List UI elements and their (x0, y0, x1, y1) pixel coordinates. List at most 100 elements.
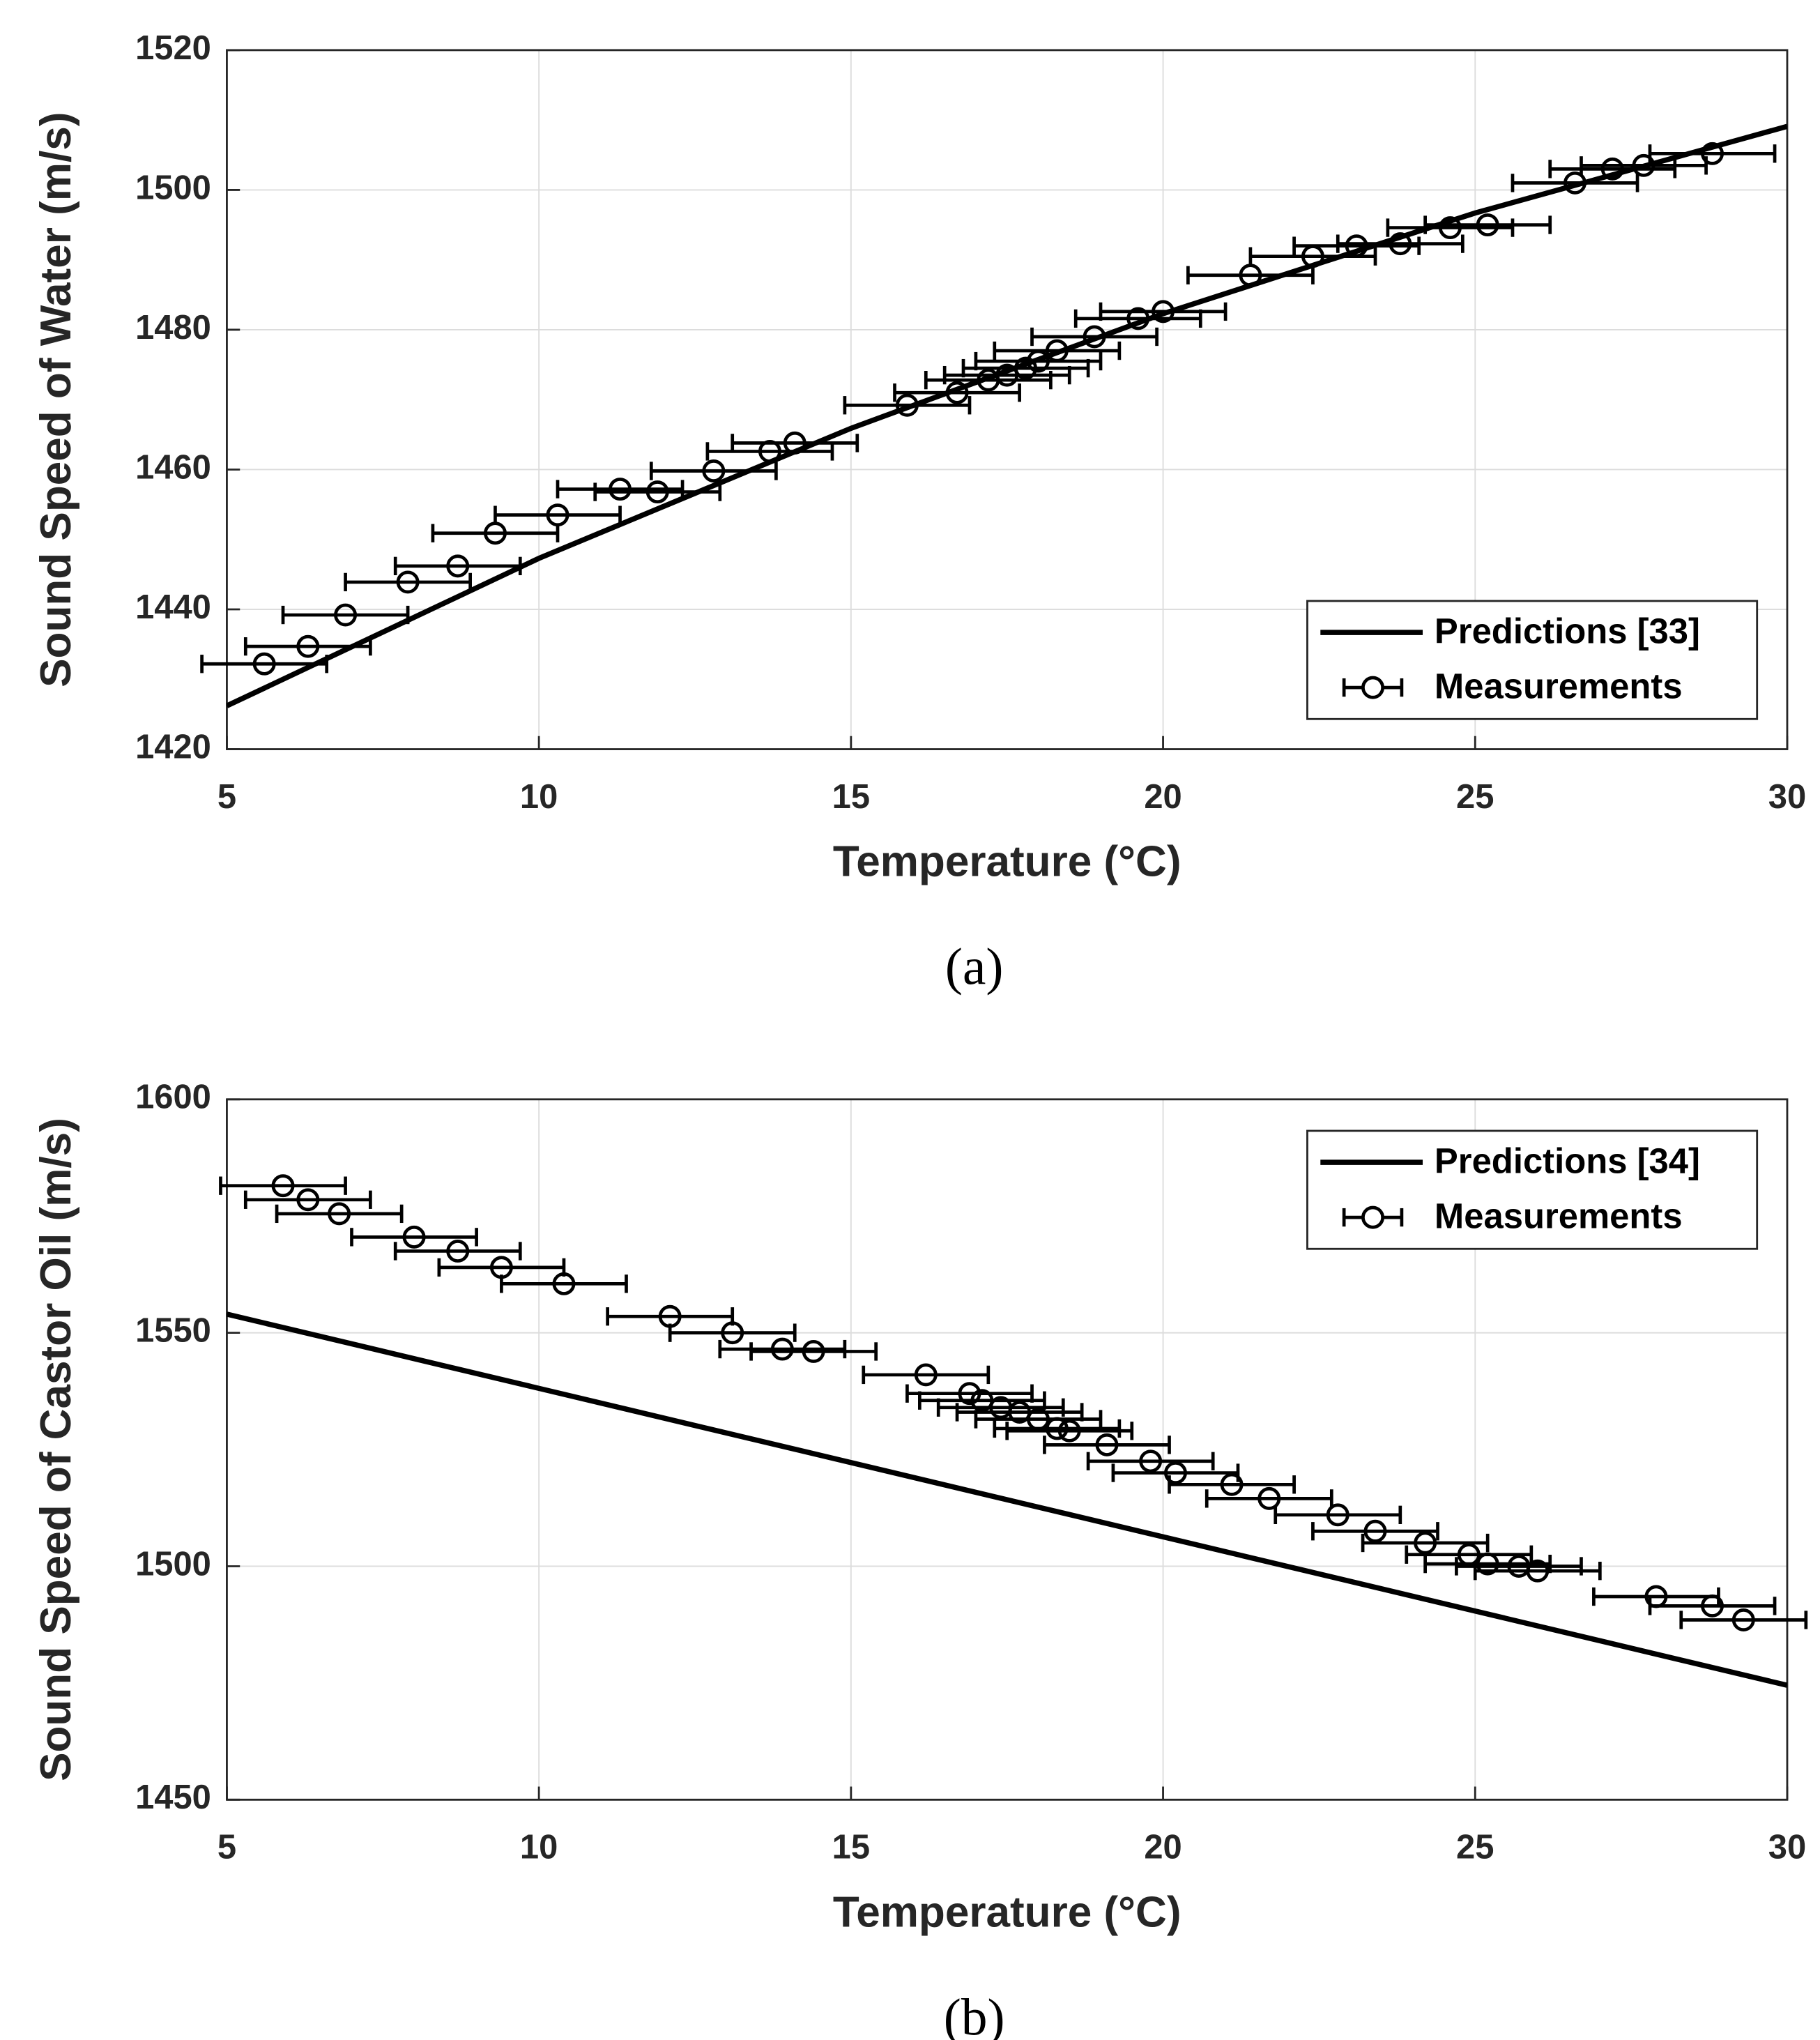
marker (1600, 157, 1624, 181)
marker (1095, 1433, 1119, 1456)
prediction-line (227, 123, 1787, 708)
marker (645, 480, 669, 504)
error-bar (1423, 215, 1552, 234)
marker (296, 634, 320, 658)
error-bar (974, 351, 1103, 371)
error-bar (1648, 1597, 1777, 1615)
error-bar (243, 1190, 372, 1209)
error-bar (393, 556, 522, 576)
panel-label: (b) (944, 1988, 1005, 2040)
error-bar (1336, 234, 1465, 253)
legend-label: Predictions [34] (1435, 1141, 1700, 1180)
marker (396, 570, 420, 594)
panel-label: (a) (945, 938, 1004, 996)
error-bar (974, 1410, 1103, 1429)
marker (1220, 1472, 1244, 1496)
error-bar (243, 637, 372, 656)
marker (446, 1239, 470, 1263)
marker (609, 478, 632, 501)
error-bar (843, 396, 972, 415)
error-bar (993, 1419, 1122, 1438)
error-bar (200, 655, 329, 673)
y-tick-label: 1600 (135, 1079, 211, 1116)
error-bar (350, 1228, 478, 1247)
x-tick-label: 5 (217, 778, 236, 816)
prediction-line (227, 1311, 1787, 1688)
x-axis-label: Temperature (°C) (833, 1888, 1182, 1936)
y-tick-label: 1550 (135, 1312, 211, 1350)
error-bar (219, 1176, 347, 1195)
error-bar (1099, 302, 1228, 321)
marker (328, 1202, 351, 1226)
error-bar (1405, 1545, 1534, 1564)
error-bar (993, 341, 1122, 360)
x-tick-label: 25 (1456, 778, 1494, 816)
error-bar (731, 434, 859, 452)
error-bar (1386, 218, 1515, 237)
legend-marker (1361, 676, 1384, 699)
error-bar (1274, 1505, 1402, 1524)
error-bar (344, 572, 472, 592)
error-bar (705, 442, 834, 461)
y-tick-label: 1460 (135, 448, 211, 486)
marker (1345, 234, 1368, 258)
x-axis-label: Temperature (°C) (833, 837, 1182, 885)
y-axis-label: Sound Speed of Castor Oil (m/s) (32, 1118, 80, 1781)
error-bar (275, 1204, 404, 1224)
x-tick-label: 30 (1768, 778, 1806, 816)
error-bar (281, 605, 410, 625)
error-bar (862, 1365, 991, 1385)
marker (895, 393, 919, 417)
error-bar (1361, 1533, 1490, 1553)
marker (1164, 1461, 1187, 1485)
marker (721, 1321, 744, 1345)
error-bar (1648, 144, 1777, 163)
x-tick-label: 15 (832, 1829, 870, 1866)
marker (402, 1225, 426, 1249)
marker (1701, 142, 1724, 165)
x-tick-label: 5 (217, 1829, 236, 1866)
marker (271, 1174, 295, 1198)
marker (1083, 325, 1106, 349)
marker (1563, 171, 1586, 195)
error-bar (1005, 1422, 1134, 1440)
error-bar (668, 1323, 797, 1342)
error-bar (431, 524, 560, 542)
chart: 5 10 15 20 25 30 1450 1500 1550 1600 Temperature (… (32, 1079, 1808, 2040)
error-bar (893, 383, 1021, 402)
marker (945, 381, 969, 404)
marker (1701, 1594, 1724, 1617)
marker (1526, 1559, 1550, 1583)
error-bar (1186, 266, 1315, 284)
x-tick-label: 20 (1144, 778, 1182, 816)
error-bar (393, 1242, 522, 1261)
chart: 5 10 15 20 25 30142014401460148015001520Tempe… (32, 29, 1806, 996)
marker (1057, 1419, 1081, 1443)
error-bar (500, 1274, 628, 1293)
legend-label: Measurements (1435, 1196, 1683, 1235)
y-tick-label: 1520 (135, 29, 211, 67)
y-tick-label: 1480 (135, 309, 211, 347)
marker (1126, 307, 1150, 330)
marker (1476, 213, 1499, 237)
error-bar (1168, 1475, 1296, 1494)
marker (958, 1382, 981, 1406)
marker (1363, 1519, 1387, 1543)
error-bar (556, 480, 685, 498)
marker (783, 431, 806, 455)
marker (446, 554, 470, 578)
marker (1014, 356, 1038, 380)
y-tick-label: 1500 (135, 1545, 211, 1583)
legend-label: Measurements (1435, 666, 1683, 706)
marker (1389, 232, 1412, 256)
marker (252, 652, 276, 676)
marker (1326, 1503, 1349, 1527)
marker (1476, 1552, 1499, 1576)
marker (1139, 1449, 1163, 1473)
error-bar (1043, 1436, 1171, 1454)
plot-frame (226, 1098, 1789, 1801)
marker (1414, 1531, 1437, 1555)
y-tick-label: 1440 (135, 588, 211, 626)
error-bar (1292, 236, 1421, 255)
